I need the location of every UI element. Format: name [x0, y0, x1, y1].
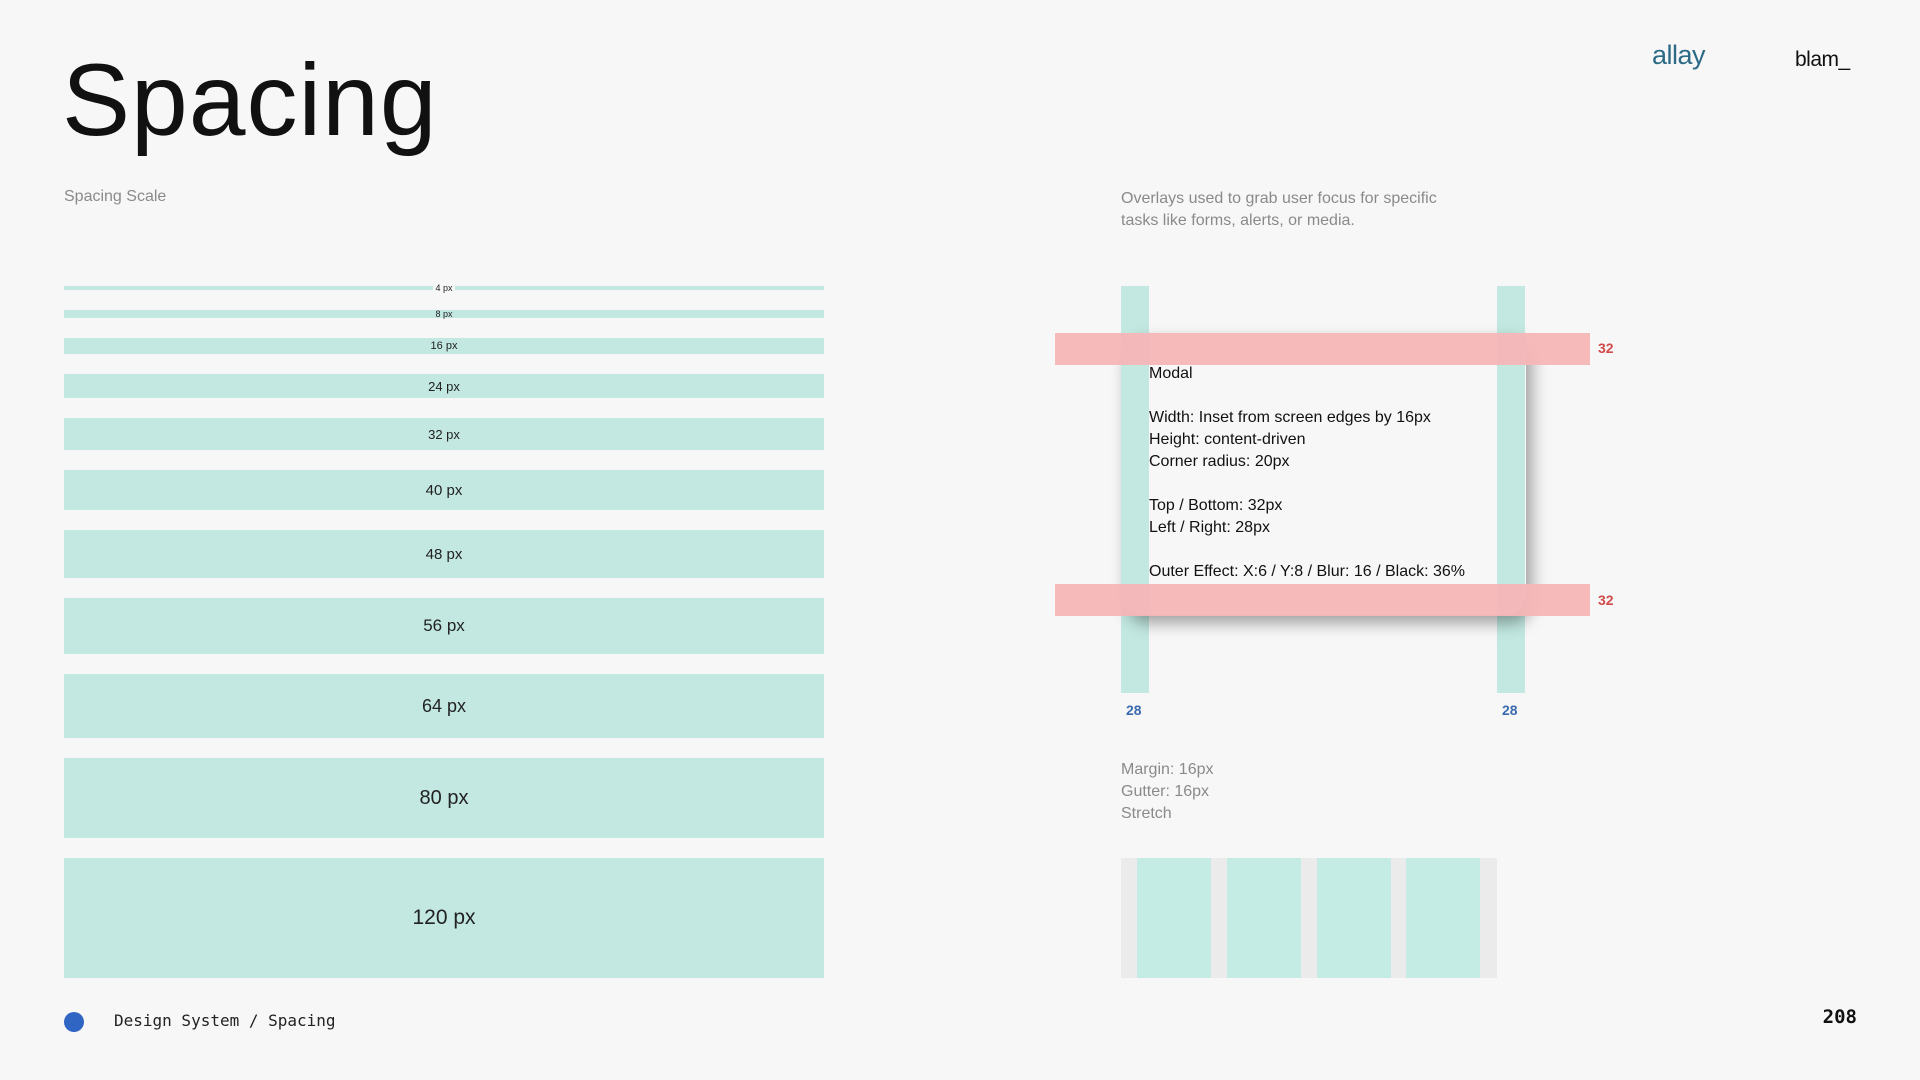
grid-column: [1227, 858, 1301, 978]
page-title: Spacing: [62, 43, 438, 157]
page-number: 208: [1822, 1006, 1857, 1028]
top-padding-measure: 32: [1598, 340, 1614, 356]
spacing-bar-64: 64 px: [64, 674, 824, 738]
spacing-scale-label: Spacing Scale: [64, 188, 167, 205]
bottom-padding-measure: 32: [1598, 592, 1614, 608]
spacing-bar-label: 80 px: [419, 786, 469, 809]
spacing-bar-label: 40 px: [425, 481, 463, 499]
grid-mode: Stretch: [1121, 805, 1172, 822]
spacing-bar-48: 48 px: [64, 530, 824, 578]
spacing-bar-4: 4 px: [64, 283, 824, 293]
spacing-bar-8: 8 px: [64, 309, 824, 319]
top-padding-guide: [1055, 333, 1590, 365]
spacing-bar-80: 80 px: [64, 758, 824, 838]
spacing-bar-label: 4 px: [433, 283, 455, 293]
right-padding-measure: 28: [1502, 702, 1518, 718]
modal-effect-spec: Outer Effect: X:6 / Y:8 / Blur: 16 / Bla…: [1149, 563, 1466, 580]
bottom-padding-guide: [1055, 584, 1590, 616]
left-padding-measure: 28: [1126, 702, 1142, 718]
blam-logo: blam_: [1795, 48, 1850, 71]
spacing-bar-label: 48 px: [425, 545, 463, 563]
spacing-bar-label: 120 px: [412, 906, 476, 929]
modal-radius-spec: Corner radius: 20px: [1149, 453, 1290, 470]
spacing-bar-label: 56 px: [423, 616, 465, 635]
spacing-bar-16: 16 px: [64, 338, 824, 354]
spacing-bar-56: 56 px: [64, 598, 824, 654]
spacing-bar-label: 8 px: [435, 309, 453, 319]
grid-column: [1406, 858, 1480, 978]
modal-height-spec: Height: content-driven: [1149, 431, 1306, 448]
breadcrumb: Design System / Spacing: [114, 1011, 336, 1030]
spacing-bar-32: 32 px: [64, 418, 824, 450]
section-dot-icon: [64, 1012, 84, 1032]
modal-width-spec: Width: Inset from screen edges by 16px: [1149, 409, 1431, 426]
spacing-bar-24: 24 px: [64, 374, 824, 398]
spacing-bar-40: 40 px: [64, 470, 824, 510]
modal-title: Modal: [1149, 365, 1193, 382]
spacing-bar-label: 24 px: [428, 378, 460, 394]
overlay-description: Overlays used to grab user focus for spe…: [1121, 190, 1437, 229]
spacing-bar-label: 64 px: [421, 695, 467, 716]
grid-column: [1137, 858, 1211, 978]
modal-left-right-spec: Left / Right: 28px: [1149, 519, 1270, 536]
spacing-bar-label: 16 px: [430, 340, 458, 352]
grid-spec: Margin: 16px Gutter: 16px Stretch: [1121, 759, 1214, 825]
grid-gutter: Gutter: 16px: [1121, 783, 1210, 800]
grid-margin: Margin: 16px: [1121, 761, 1214, 778]
allay-logo: allay: [1652, 40, 1706, 70]
grid-column: [1317, 858, 1391, 978]
modal-spec-text: Modal Width: Inset from screen edges by …: [1149, 363, 1529, 583]
modal-top-bottom-spec: Top / Bottom: 32px: [1149, 497, 1283, 514]
spacing-bar-120: 120 px: [64, 858, 824, 978]
spacing-bar-label: 32 px: [428, 426, 460, 442]
